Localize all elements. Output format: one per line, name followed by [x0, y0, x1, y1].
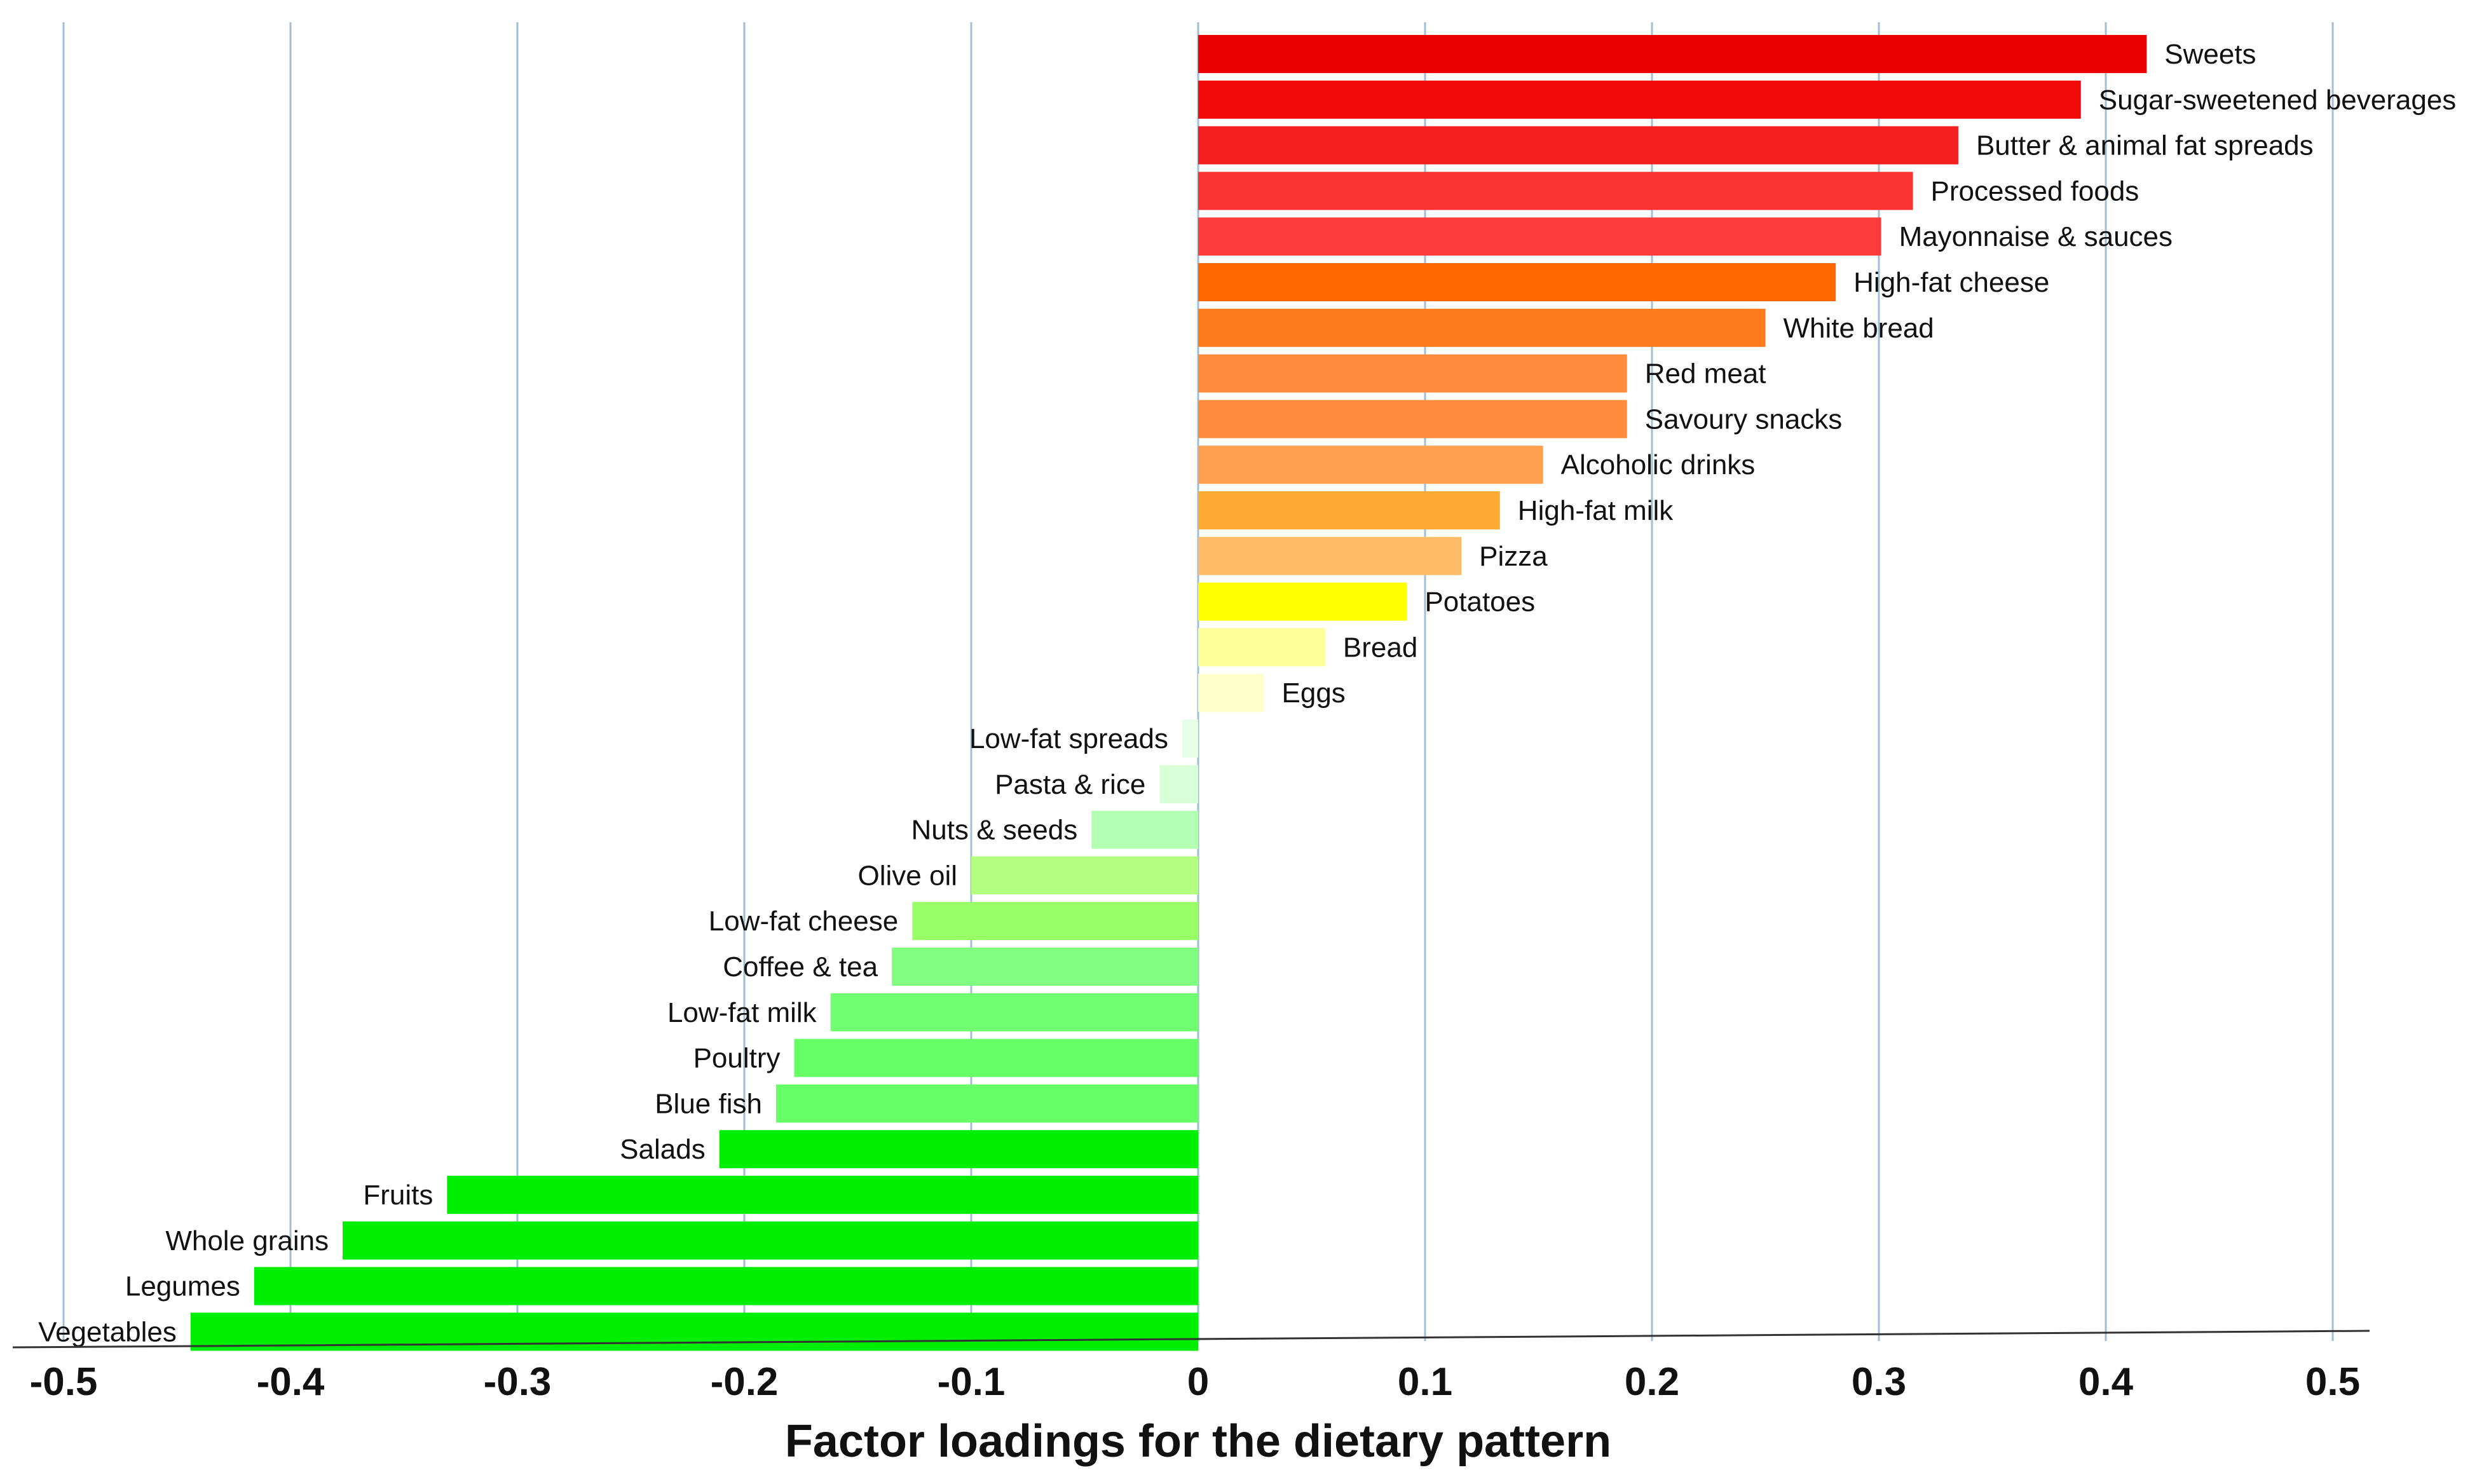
- x-axis-title: Factor loadings for the dietary pattern: [785, 1416, 1611, 1467]
- bar-label: Low-fat cheese: [709, 906, 898, 937]
- bar: [1198, 674, 1264, 712]
- bar: [1198, 217, 1881, 256]
- bar-label: Nuts & seeds: [911, 815, 1078, 846]
- bar: [1159, 765, 1198, 803]
- bar-label: Poultry: [693, 1043, 781, 1074]
- bar: [892, 948, 1198, 986]
- bar: [830, 993, 1198, 1031]
- bar: [343, 1221, 1198, 1260]
- bar-label: White bread: [1784, 313, 1934, 344]
- bar-label: Blue fish: [655, 1088, 762, 1119]
- bar: [1091, 810, 1198, 849]
- x-tick-label: 0.4: [2078, 1360, 2134, 1404]
- bar: [971, 856, 1198, 895]
- bar-label: Olive oil: [858, 860, 958, 891]
- bar: [1198, 491, 1500, 529]
- bar: [794, 1038, 1198, 1077]
- bar-label: Low-fat spreads: [969, 723, 1168, 754]
- x-axis-line: [12, 1330, 2370, 1349]
- bar-label: High-fat cheese: [1853, 267, 2049, 298]
- x-tick-label: 0.1: [1398, 1360, 1452, 1404]
- bar: [1198, 628, 1325, 667]
- bar-label: Potatoes: [1424, 587, 1535, 618]
- x-tick-label: 0: [1187, 1360, 1209, 1404]
- bar: [1198, 80, 2081, 119]
- bar-label: Processed foods: [1931, 175, 2139, 207]
- x-tick-label: 0.3: [1852, 1360, 1906, 1404]
- bar: [1198, 172, 1913, 210]
- bar-label: Whole grains: [165, 1225, 329, 1256]
- bar: [1198, 582, 1407, 621]
- x-tick-labels: -0.5 -0.4 -0.3 -0.2 -0.1 0 0.1 0.2 0.3 0.4 0.5: [30, 1360, 2361, 1404]
- x-tick-label: -0.3: [484, 1360, 552, 1404]
- bar-label: Coffee & tea: [723, 951, 878, 983]
- bar: [1182, 719, 1198, 758]
- bars: [190, 35, 2147, 1351]
- bar-label: Pasta & rice: [995, 769, 1145, 800]
- bar-label: Mayonnaise & sauces: [1899, 221, 2173, 252]
- bar-label: Sweets: [2164, 39, 2256, 70]
- bar: [447, 1176, 1198, 1214]
- bar-label: Fruits: [363, 1180, 433, 1211]
- bar-label: Red meat: [1645, 358, 1766, 390]
- bar: [1198, 536, 1462, 575]
- bar-label: Low-fat milk: [667, 997, 817, 1028]
- bar: [1198, 446, 1543, 484]
- x-tick-label: -0.5: [30, 1360, 98, 1404]
- bar-label: Butter & animal fat spreads: [1976, 130, 2314, 161]
- bar: [775, 1084, 1198, 1123]
- bar-label: Sugar-sweetened beverages: [2099, 85, 2457, 116]
- bar: [1198, 308, 1766, 347]
- bar-label: High-fat milk: [1518, 495, 1674, 526]
- bar-label: Salads: [620, 1134, 706, 1165]
- bar-label: Vegetables: [38, 1316, 177, 1347]
- bar-labels: Sweets Sugar-sweetened beverages Butter & …: [38, 39, 2456, 1347]
- x-tick-label: -0.2: [711, 1360, 779, 1404]
- bar-label: Legumes: [125, 1271, 240, 1302]
- bar-label: Alcoholic drinks: [1561, 449, 1756, 480]
- bar-label: Savoury snacks: [1645, 404, 1843, 435]
- bar: [254, 1267, 1198, 1305]
- bar-label: Pizza: [1479, 541, 1548, 572]
- bar-label: Bread: [1343, 632, 1417, 663]
- x-tick-label: 0.2: [1625, 1360, 1679, 1404]
- bar: [1198, 354, 1627, 393]
- bar: [719, 1130, 1198, 1169]
- bar: [1198, 126, 1958, 165]
- bar: [1198, 400, 1627, 439]
- bar: [1198, 263, 1836, 301]
- bar: [912, 902, 1198, 941]
- bar: [1198, 35, 2147, 73]
- bar-label: Eggs: [1282, 677, 1346, 709]
- x-tick-label: -0.4: [257, 1360, 325, 1404]
- x-tick-label: 0.5: [2305, 1360, 2360, 1404]
- x-tick-label: -0.1: [938, 1360, 1006, 1404]
